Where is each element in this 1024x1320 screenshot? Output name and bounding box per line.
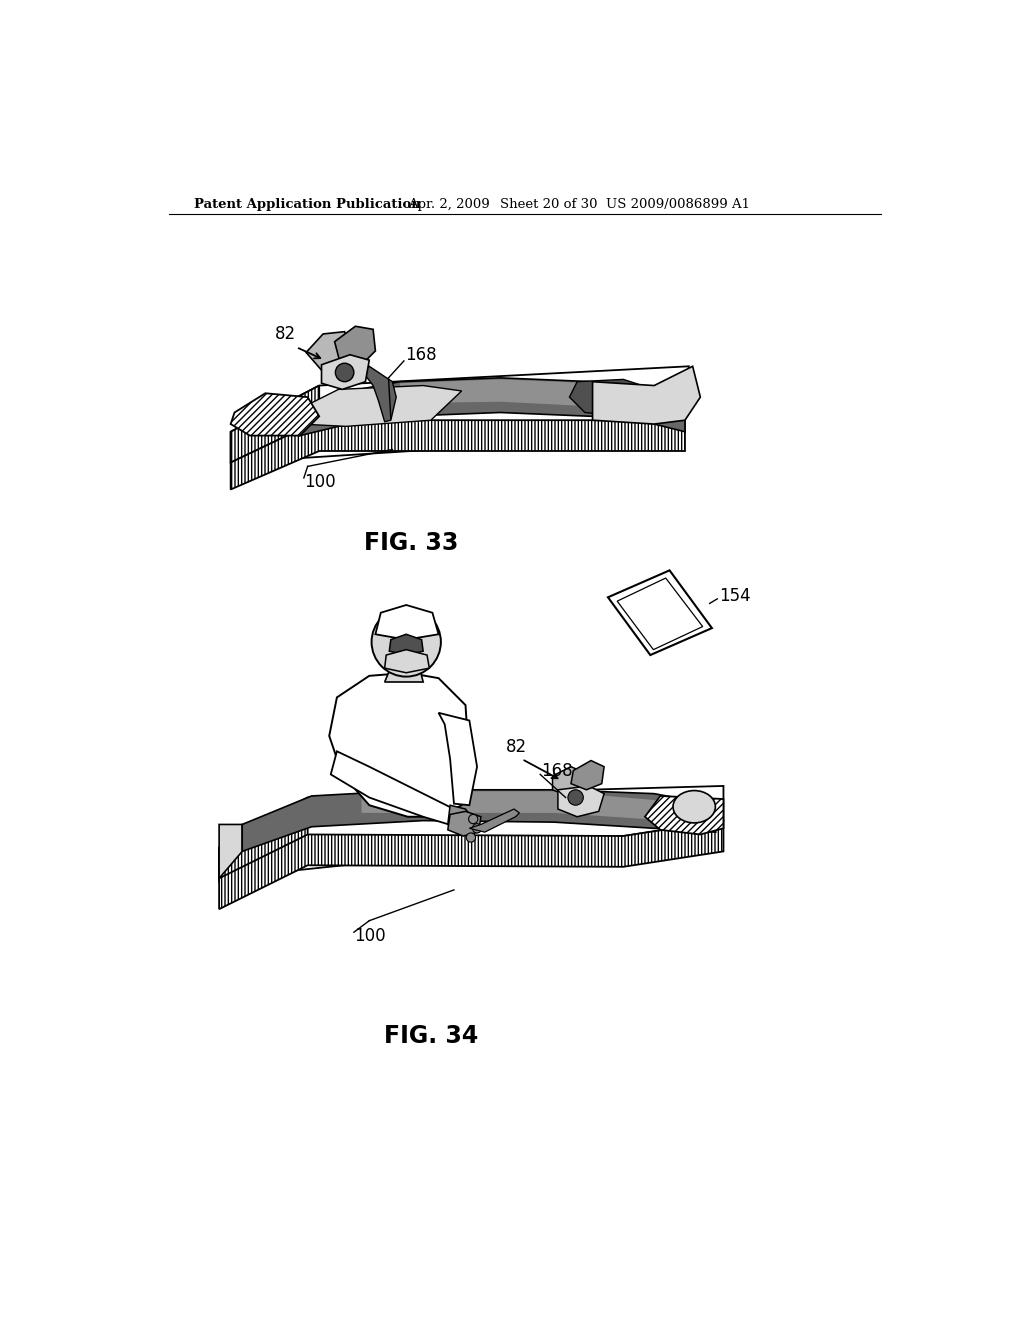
Polygon shape xyxy=(219,825,243,878)
Circle shape xyxy=(336,363,354,381)
Polygon shape xyxy=(335,326,376,364)
Polygon shape xyxy=(558,785,604,817)
Text: 100: 100 xyxy=(304,473,336,491)
Polygon shape xyxy=(400,379,654,412)
Polygon shape xyxy=(364,367,396,422)
Circle shape xyxy=(469,814,478,824)
Polygon shape xyxy=(230,393,319,436)
Text: 168: 168 xyxy=(541,762,572,780)
Polygon shape xyxy=(243,789,716,851)
Polygon shape xyxy=(447,805,475,834)
Text: 82: 82 xyxy=(506,738,527,756)
Text: 168: 168 xyxy=(406,346,437,364)
Polygon shape xyxy=(385,663,423,682)
Circle shape xyxy=(466,833,475,842)
Text: US 2009/0086899 A1: US 2009/0086899 A1 xyxy=(606,198,751,211)
Polygon shape xyxy=(219,797,307,882)
Polygon shape xyxy=(593,367,700,424)
Ellipse shape xyxy=(673,791,716,822)
Polygon shape xyxy=(571,760,604,789)
Polygon shape xyxy=(617,578,702,649)
Polygon shape xyxy=(300,385,462,426)
Text: 82: 82 xyxy=(275,325,296,343)
Polygon shape xyxy=(553,767,585,796)
Polygon shape xyxy=(230,367,689,462)
Polygon shape xyxy=(569,379,670,420)
Text: 154: 154 xyxy=(720,587,752,605)
Circle shape xyxy=(568,789,584,805)
Text: FIG. 33: FIG. 33 xyxy=(365,532,459,556)
Polygon shape xyxy=(645,796,724,834)
Polygon shape xyxy=(322,355,370,389)
Polygon shape xyxy=(230,385,319,462)
Polygon shape xyxy=(330,673,469,817)
Polygon shape xyxy=(438,713,477,805)
Polygon shape xyxy=(608,570,712,655)
Text: 100: 100 xyxy=(354,927,385,945)
Polygon shape xyxy=(376,605,438,640)
Polygon shape xyxy=(219,821,724,909)
Text: Sheet 20 of 30: Sheet 20 of 30 xyxy=(500,198,598,211)
Circle shape xyxy=(472,824,481,833)
Polygon shape xyxy=(300,378,685,436)
Text: Apr. 2, 2009: Apr. 2, 2009 xyxy=(408,198,489,211)
Polygon shape xyxy=(389,635,423,655)
Polygon shape xyxy=(469,809,519,832)
Polygon shape xyxy=(219,785,724,878)
Polygon shape xyxy=(361,792,708,821)
Text: FIG. 34: FIG. 34 xyxy=(384,1024,478,1048)
Polygon shape xyxy=(306,331,350,370)
Text: Patent Application Publication: Patent Application Publication xyxy=(195,198,421,211)
Polygon shape xyxy=(230,420,685,490)
Circle shape xyxy=(372,607,441,677)
Polygon shape xyxy=(385,649,429,673)
Polygon shape xyxy=(331,751,466,829)
Polygon shape xyxy=(447,812,481,836)
